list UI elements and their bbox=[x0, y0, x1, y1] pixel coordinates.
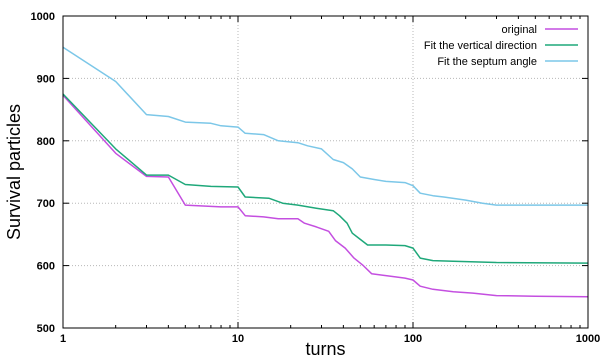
series-line-original bbox=[62, 94, 589, 298]
legend-label: Fit the vertical direction bbox=[424, 40, 537, 52]
x-axis-title: turns bbox=[305, 339, 345, 358]
series-layer bbox=[62, 46, 589, 298]
legend-label: original bbox=[502, 24, 537, 36]
x-tick-label: 1 bbox=[60, 333, 66, 345]
plot-frame bbox=[62, 15, 589, 329]
series-line-fit-the-vertical-direction bbox=[62, 93, 589, 264]
y-tick-label: 500 bbox=[37, 323, 55, 335]
legend-label: Fit the septum angle bbox=[437, 56, 537, 68]
x-tick-label: 1000 bbox=[576, 333, 600, 345]
y-tick-label: 700 bbox=[37, 198, 55, 210]
x-tick-label: 100 bbox=[404, 333, 422, 345]
y-tick-label: 600 bbox=[37, 261, 55, 273]
x-tick-label: 10 bbox=[232, 333, 244, 345]
y-axis-title: Survival particles bbox=[4, 104, 24, 240]
y-tick-label: 900 bbox=[37, 73, 55, 85]
ticks: 1 10 100 1000 500 600 700 800 900 1000 bbox=[31, 11, 601, 345]
y-tick-label: 800 bbox=[37, 136, 55, 148]
series-line-fit-the-septum-angle bbox=[62, 46, 588, 206]
grid bbox=[63, 16, 588, 328]
y-tick-label: 1000 bbox=[31, 11, 55, 23]
legend[interactable]: original Fit the vertical direction Fit th… bbox=[424, 24, 578, 68]
